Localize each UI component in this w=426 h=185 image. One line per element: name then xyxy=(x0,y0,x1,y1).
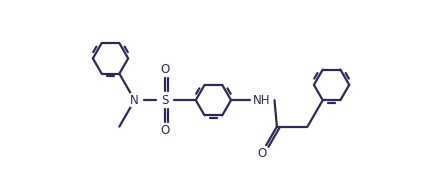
Text: S: S xyxy=(161,94,169,107)
Text: N: N xyxy=(130,94,139,107)
Text: O: O xyxy=(161,124,170,137)
Text: NH: NH xyxy=(253,94,271,107)
Text: O: O xyxy=(257,147,266,160)
Text: O: O xyxy=(161,63,170,76)
